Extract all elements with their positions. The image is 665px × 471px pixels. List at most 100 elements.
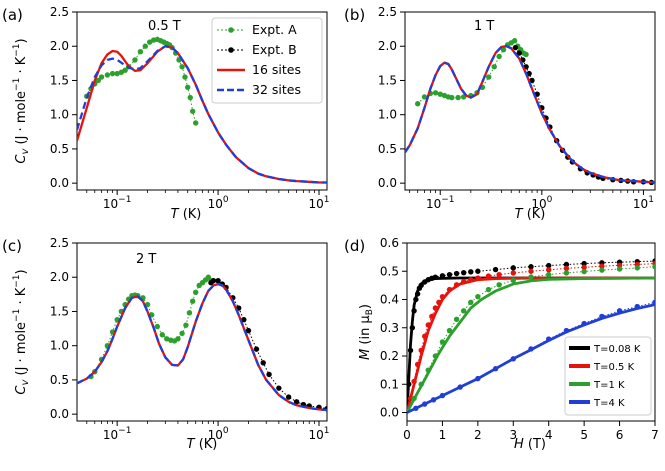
panel-c-xtick-label-1: 100 bbox=[208, 426, 229, 442]
panel-c-expt-a-point-21 bbox=[179, 330, 185, 337]
legend-a-expt-a-label: Expt. A bbox=[252, 22, 297, 37]
legend-d-box bbox=[564, 336, 652, 416]
panel-a-expt-a-point-5 bbox=[104, 72, 111, 78]
panel-d-xtick-base-5: 5 bbox=[580, 428, 588, 442]
panel-b-32-sites-line bbox=[405, 45, 655, 184]
panel-c-ylabel-sub: v bbox=[20, 379, 31, 386]
panel-d-xtick-base-7: 7 bbox=[651, 428, 659, 442]
panel-c-ytick-label-2: 1.0 bbox=[50, 339, 69, 353]
panel-c-ylabel-unit-a: (J · mole bbox=[14, 322, 29, 380]
panel-d-ylabel: M (in μB) bbox=[358, 304, 375, 360]
panel-a-legend: Expt. A Expt. B 16 sites 32 sites bbox=[211, 17, 323, 104]
panel-b-expt-a-point-23 bbox=[523, 51, 529, 58]
panel-b-expt-a-point-4 bbox=[437, 91, 443, 97]
panel-b-expt-a-point-0 bbox=[414, 101, 421, 107]
panel-b-xtick-exp-2: 1 bbox=[648, 195, 654, 205]
legend-d-t1-label: T=1 K bbox=[593, 380, 625, 391]
legend-a-box bbox=[211, 17, 323, 104]
panel-a-expt-a-point-29 bbox=[192, 120, 199, 126]
panel-b-xtick-label-0: 10−1 bbox=[426, 195, 455, 211]
panel-d-t-1-k-expt-point-12 bbox=[510, 277, 516, 283]
panel-a-ytick-label-3: 1.5 bbox=[50, 73, 69, 87]
panel-d-xtick-label-6: 6 bbox=[616, 428, 624, 442]
panel-b-xtick-exp-1: 0 bbox=[547, 195, 553, 205]
panel-d-label: (d) bbox=[344, 237, 365, 255]
panel-d-xtick-base-2: 2 bbox=[474, 428, 482, 442]
panel-d-t-0-5-k-expt-point-15 bbox=[485, 273, 492, 279]
panel-a-field-label: 0.5 T bbox=[148, 19, 181, 34]
panel-c-xtick-base-1: 10 bbox=[208, 428, 223, 442]
panel-d-t-1-k-expt-point-9 bbox=[475, 293, 481, 300]
panel-a-ytick-label-2: 1.0 bbox=[50, 108, 69, 122]
panel-d-t-1-k-expt-point-14 bbox=[546, 271, 552, 278]
panel-a-expt-a-point-27 bbox=[187, 94, 193, 101]
panel-b-expt-a-point-8 bbox=[455, 94, 461, 101]
panel-d-t-1-k-expt-point-13 bbox=[528, 274, 534, 280]
panel-a-xtick-exp-0: −1 bbox=[118, 195, 131, 205]
panel-d-t-0-08-k-expt-point-18 bbox=[492, 266, 499, 273]
panel-d: 0 1 2 3 4 5 6 70.00.10.20.30.40.50.6 (d) H (T) … bbox=[344, 236, 659, 452]
panel-b-expt-b-point-5 bbox=[529, 77, 535, 84]
panel-c-xtick-exp-2: 1 bbox=[324, 426, 330, 436]
panel-c-expt-b-point-11 bbox=[266, 371, 272, 378]
panel-c-expt-b-line bbox=[210, 280, 327, 410]
panel-a-expt-a-point-7 bbox=[114, 70, 120, 77]
panel-a-xtick-label-1: 100 bbox=[208, 195, 229, 211]
panel-d-t-0-08-k-expt-point-21 bbox=[546, 262, 552, 269]
legend-d-t4-label: T=4 K bbox=[593, 398, 625, 409]
panel-d-ytick-label-0: 0.0 bbox=[380, 406, 399, 420]
panel-b-16-sites-line bbox=[405, 45, 655, 184]
panel-a-frame bbox=[76, 11, 328, 191]
panel-c-expt-a-point-23 bbox=[186, 310, 193, 316]
panel-d-frame bbox=[406, 242, 656, 422]
panel-d-ylabel-close: ) bbox=[358, 304, 373, 309]
panel-b-ytick-label-0: 0.0 bbox=[378, 176, 397, 190]
legend-a-32-sites-label: 32 sites bbox=[252, 82, 301, 97]
panel-d-t-0-08-k-expt-point-22 bbox=[563, 261, 570, 268]
panel-d-ylabel-symbol: M bbox=[358, 349, 373, 360]
panel-c-xtick-exp-0: −1 bbox=[118, 426, 131, 436]
panel-d-t-1-k-expt-point-8 bbox=[468, 299, 474, 306]
panel-a-xtick-base-2: 10 bbox=[309, 197, 324, 211]
panel-a-xtick-label-0: 10−1 bbox=[103, 195, 132, 211]
panel-a-ylabel-unit-a: (J · mole bbox=[14, 91, 29, 149]
panel-a-expt-a-point-13 bbox=[142, 43, 148, 49]
panel-d-t-0-08-k-expt-point-14 bbox=[453, 270, 460, 277]
panel-b-xtick-label-1: 100 bbox=[531, 195, 552, 211]
panel-a-xlabel: T (K) bbox=[171, 207, 202, 222]
panel-d-ytick-label-6: 0.6 bbox=[380, 236, 399, 250]
panel-b-xtick-base-2: 10 bbox=[633, 197, 648, 211]
panel-c-ylabel-unit-b: · K bbox=[14, 287, 29, 308]
panel-c-ylabel-close: ) bbox=[14, 269, 29, 274]
panel-c-ylabel-exp1: −1 bbox=[12, 309, 22, 322]
panel-c-ytick-label-3: 1.5 bbox=[50, 304, 69, 318]
panel-c-xlabel: T (K) bbox=[187, 437, 218, 452]
panel-a-ylabel: Cv (J · mole−1 · K−1) bbox=[12, 38, 31, 163]
panel-b-xtick-exp-0: −1 bbox=[441, 195, 454, 205]
panel-c-xtick-label-0: 10−1 bbox=[103, 426, 132, 442]
panel-d-t-0-08-k-expt-point-19 bbox=[510, 265, 516, 271]
panel-d-ytick-label-1: 0.1 bbox=[380, 377, 399, 391]
panel-b-ytick-label-4: 2.0 bbox=[378, 39, 397, 53]
panel-c-frame bbox=[76, 242, 328, 422]
panel-a-ytick-label-5: 2.5 bbox=[50, 5, 69, 19]
panel-a-xtick-exp-2: 1 bbox=[324, 195, 330, 205]
panel-b-frame bbox=[404, 11, 656, 191]
panel-c-xtick-base-0: 10 bbox=[103, 428, 118, 442]
panel-c-expt-b-point-8 bbox=[245, 327, 252, 334]
panel-d-xtick-label-7: 7 bbox=[651, 428, 659, 442]
panel-d-t-0-08-k-expt-point-17 bbox=[475, 268, 481, 274]
legend-a-16-sites-label: 16 sites bbox=[252, 62, 301, 77]
panel-c-expt-a-point-22 bbox=[183, 322, 189, 328]
panel-d-xtick-label-4: 4 bbox=[545, 428, 553, 442]
panel-c-32-sites-line bbox=[77, 282, 327, 412]
panel-d-t-0-08-k-expt-point-16 bbox=[468, 269, 474, 275]
panel-d-xlabel: H (T) bbox=[514, 437, 546, 452]
panel-a-xtick-base-1: 10 bbox=[208, 197, 223, 211]
panel-a-ylabel-exp2: −1 bbox=[12, 43, 22, 56]
panel-d-t-1-k-expt-point-11 bbox=[496, 282, 502, 288]
panel-a-ylabel-sub: v bbox=[20, 148, 31, 155]
panel-c-ytick-label-4: 2.0 bbox=[50, 270, 69, 284]
